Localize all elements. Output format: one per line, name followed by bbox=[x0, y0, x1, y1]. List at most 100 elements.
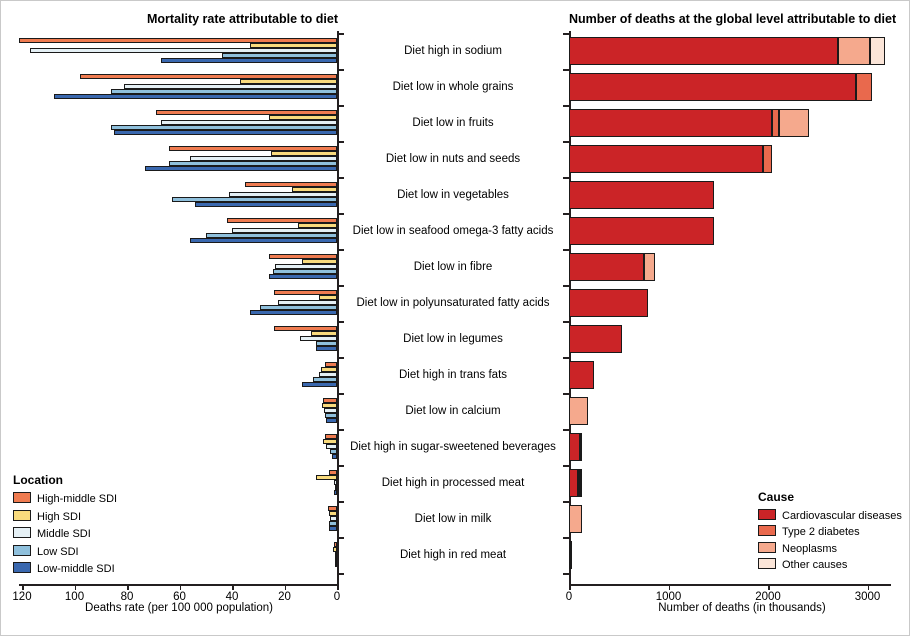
left-x-tick-label: 0 bbox=[333, 591, 341, 603]
deaths-segment-cardiovascular-diseases bbox=[569, 469, 578, 497]
right-group-tick bbox=[563, 465, 569, 467]
rate-bar-high-sdi bbox=[239, 79, 337, 84]
legend-item-high-middle-sdi: High-middle SDI bbox=[13, 491, 117, 509]
right-x-tick bbox=[768, 584, 770, 590]
rate-bar-low-middle-sdi bbox=[332, 454, 337, 459]
category-label: Diet low in legumes bbox=[403, 333, 503, 345]
rate-bar-high-sdi bbox=[322, 403, 337, 408]
rate-bar-high-middle-sdi bbox=[226, 218, 337, 223]
rate-bar-middle-sdi bbox=[275, 264, 337, 269]
rate-bar-low-sdi bbox=[205, 233, 337, 238]
category-label: Diet high in red meat bbox=[399, 549, 507, 561]
rate-bar-high-sdi bbox=[297, 223, 337, 228]
right-x-tick bbox=[668, 584, 670, 590]
deaths-segment-type-2-diabetes bbox=[762, 145, 773, 173]
left-x-tick-label: 120 bbox=[12, 591, 32, 603]
rate-bar-high-middle-sdi bbox=[274, 290, 337, 295]
right-x-tick-label: 2000 bbox=[755, 591, 781, 603]
rate-bar-low-middle-sdi bbox=[250, 310, 337, 315]
deaths-segment-neoplasms bbox=[643, 253, 656, 281]
right-group-tick bbox=[563, 429, 569, 431]
rate-bar-high-middle-sdi bbox=[329, 470, 337, 475]
rate-bar-low-middle-sdi bbox=[268, 274, 337, 279]
legend-swatch bbox=[758, 509, 776, 520]
left-group-tick bbox=[338, 249, 344, 251]
right-group-tick bbox=[563, 357, 569, 359]
rate-bar-middle-sdi bbox=[277, 300, 337, 305]
legend-item-middle-sdi: Middle SDI bbox=[13, 526, 117, 544]
right-group-tick bbox=[563, 213, 569, 215]
deaths-segment-cardiovascular-diseases bbox=[569, 145, 763, 173]
deaths-segment-cardiovascular-diseases bbox=[569, 109, 773, 137]
left-x-tick bbox=[337, 584, 339, 590]
left-group-tick bbox=[338, 393, 344, 395]
rate-bar-middle-sdi bbox=[229, 192, 337, 197]
deaths-segment-cardiovascular-diseases bbox=[569, 253, 644, 281]
rate-bar-low-sdi bbox=[334, 485, 337, 490]
legend-item-cardiovascular-diseases: Cardiovascular diseases bbox=[758, 508, 902, 524]
rate-bar-low-middle-sdi bbox=[325, 418, 337, 423]
right-group-tick bbox=[563, 573, 569, 575]
left-group-tick bbox=[338, 213, 344, 215]
left-x-tick bbox=[22, 584, 24, 590]
rate-bar-high-middle-sdi bbox=[19, 38, 337, 43]
right-x-tick-label: 1000 bbox=[655, 591, 682, 603]
rate-bar-low-sdi bbox=[259, 305, 337, 310]
rate-bar-high-middle-sdi bbox=[169, 146, 337, 151]
rate-bar-low-middle-sdi bbox=[335, 562, 338, 567]
right-x-tick-label: 3000 bbox=[854, 591, 881, 603]
rate-bar-low-middle-sdi bbox=[329, 526, 337, 531]
category-label: Diet low in fruits bbox=[412, 117, 494, 129]
right-group-tick bbox=[563, 69, 569, 71]
right-group-tick bbox=[563, 249, 569, 251]
deaths-segment-other-causes bbox=[870, 37, 886, 65]
right-x-axis-label: Number of deaths (in thousands) bbox=[658, 602, 826, 614]
right-group-tick bbox=[563, 285, 569, 287]
rate-bar-high-middle-sdi bbox=[333, 542, 337, 547]
right-x-tick-label: 0 bbox=[565, 591, 573, 603]
deaths-segment-cardiovascular-diseases bbox=[569, 325, 622, 353]
rate-bar-middle-sdi bbox=[334, 552, 337, 557]
left-x-tick-label: 100 bbox=[64, 591, 85, 603]
rate-bar-high-middle-sdi bbox=[245, 182, 337, 187]
left-x-tick-label: 60 bbox=[173, 591, 186, 603]
rate-bar-low-sdi bbox=[171, 197, 337, 202]
rate-bar-middle-sdi bbox=[124, 84, 337, 89]
rate-bar-low-sdi bbox=[329, 521, 337, 526]
rate-bar-low-middle-sdi bbox=[195, 202, 337, 207]
left-group-tick bbox=[338, 105, 344, 107]
right-group-tick bbox=[563, 105, 569, 107]
category-label: Diet low in calcium bbox=[405, 405, 501, 417]
deaths-segment-cardiovascular-diseases bbox=[569, 73, 856, 101]
left-group-tick bbox=[338, 285, 344, 287]
left-group-tick bbox=[338, 357, 344, 359]
legend-swatch bbox=[13, 562, 31, 573]
left-x-tick bbox=[284, 584, 286, 590]
rate-bar-high-middle-sdi bbox=[268, 254, 337, 259]
rate-bar-high-sdi bbox=[310, 331, 337, 336]
rate-bar-low-middle-sdi bbox=[190, 238, 337, 243]
legend-swatch bbox=[758, 558, 776, 570]
rate-bar-middle-sdi bbox=[29, 48, 337, 53]
rate-bar-high-sdi bbox=[316, 475, 337, 480]
rate-bar-high-middle-sdi bbox=[325, 362, 337, 367]
rate-bar-high-middle-sdi bbox=[274, 326, 337, 331]
right-group-tick bbox=[563, 537, 569, 539]
legend-item-high-sdi: High SDI bbox=[13, 509, 117, 527]
rate-bar-middle-sdi bbox=[318, 372, 337, 377]
left-group-tick bbox=[338, 69, 344, 71]
right-x-tick bbox=[569, 584, 571, 590]
rate-bar-high-middle-sdi bbox=[79, 74, 337, 79]
rate-bar-low-sdi bbox=[316, 341, 337, 346]
rate-bar-middle-sdi bbox=[326, 444, 337, 449]
category-label: Diet low in seafood omega-3 fatty acids bbox=[352, 225, 554, 237]
rate-bar-low-middle-sdi bbox=[161, 58, 337, 63]
rate-bar-middle-sdi bbox=[190, 156, 337, 161]
rate-bar-middle-sdi bbox=[323, 408, 337, 413]
legend-swatch bbox=[13, 509, 31, 521]
deaths-segment-cardiovascular-diseases bbox=[569, 37, 838, 65]
right-group-tick bbox=[563, 177, 569, 179]
legend-swatch bbox=[758, 541, 776, 553]
legend-item-other-causes: Other causes bbox=[758, 557, 902, 573]
legend-label: Low SDI bbox=[37, 545, 79, 558]
